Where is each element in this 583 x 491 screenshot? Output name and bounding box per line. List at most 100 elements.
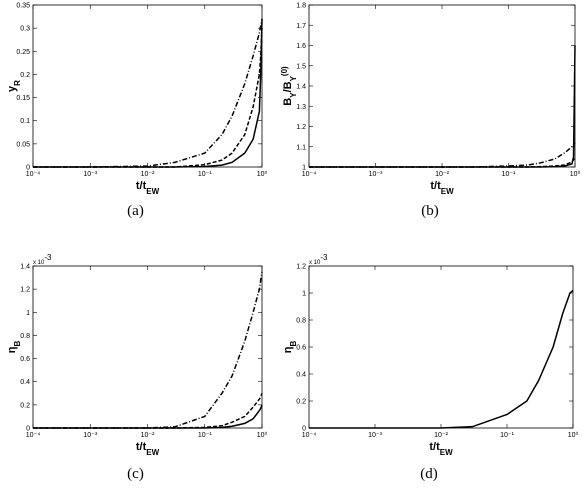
y-axis-label-part: B bbox=[13, 341, 22, 347]
axis-multiplier: x 10-3 bbox=[33, 253, 52, 267]
y-tick-label: 0 bbox=[26, 165, 30, 172]
x-tick-label: 10⁻² bbox=[435, 171, 449, 178]
y-tick-label: 0.4 bbox=[296, 372, 306, 379]
y-axis-label-part: R bbox=[13, 80, 22, 86]
x-axis-label-part: t/t bbox=[430, 180, 441, 192]
y-tick-label: 0.25 bbox=[16, 49, 30, 56]
axis-multiplier-part: -3 bbox=[320, 253, 328, 262]
y-tick-label: 0.6 bbox=[20, 356, 30, 363]
y-axis-label-part: B bbox=[282, 98, 294, 106]
x-tick-label: 10⁻¹ bbox=[198, 171, 212, 178]
x-tick-label: 10⁻² bbox=[141, 432, 155, 439]
y-tick-label: 1 bbox=[302, 165, 306, 172]
y-tick-label: 0.05 bbox=[16, 141, 30, 148]
y-axis-label-part: Y bbox=[289, 92, 298, 98]
y-axis-label: ηB bbox=[282, 341, 298, 354]
y-axis-label-part: /B bbox=[282, 81, 294, 92]
y-tick-label: 1 bbox=[302, 291, 306, 298]
y-axis-label: BY/BY(0) bbox=[280, 66, 298, 106]
x-axis-label-part: EW bbox=[146, 448, 159, 457]
y-tick-label: 0.15 bbox=[16, 95, 30, 102]
y-axis-label-part: B bbox=[289, 341, 298, 347]
series-line bbox=[309, 142, 576, 168]
series-line bbox=[309, 289, 574, 429]
x-tick-label: 10⁻⁴ bbox=[302, 171, 317, 178]
x-tick-label: 10⁰ bbox=[568, 431, 579, 439]
panel-caption: (b) bbox=[421, 203, 439, 219]
y-tick-label: 1 bbox=[26, 310, 30, 317]
y-tick-label: 0.4 bbox=[20, 379, 30, 386]
x-axis-label-part: t/t bbox=[429, 441, 440, 453]
series-line bbox=[309, 45, 576, 168]
y-tick-label: 0 bbox=[26, 426, 30, 433]
y-tick-label: 0.8 bbox=[20, 333, 30, 340]
axis-multiplier: x 10-3 bbox=[309, 253, 328, 267]
y-tick-label: 1.8 bbox=[296, 3, 306, 10]
plot-frame bbox=[32, 4, 263, 168]
x-tick-label: 10⁰ bbox=[570, 170, 581, 178]
x-axis-label-part: t/t bbox=[136, 441, 147, 453]
x-tick-label: 10⁻¹ bbox=[502, 171, 516, 178]
y-tick-label: 1.4 bbox=[20, 264, 30, 271]
x-tick-label: 10⁰ bbox=[257, 170, 268, 178]
x-tick-label: 10⁰ bbox=[257, 431, 268, 439]
panel-caption: (c) bbox=[127, 466, 144, 482]
y-tick-label: 1.6 bbox=[296, 43, 306, 50]
panel-caption: (d) bbox=[420, 466, 438, 482]
y-axis-label-part: (0) bbox=[280, 66, 289, 76]
plot-frame bbox=[32, 265, 263, 429]
series-line bbox=[33, 18, 263, 168]
y-tick-label: 0.3 bbox=[20, 26, 30, 33]
series-line bbox=[33, 393, 263, 429]
x-tick-label: 10⁻³ bbox=[83, 432, 97, 439]
axis-multiplier-part: -3 bbox=[44, 253, 52, 262]
y-tick-label: 0.2 bbox=[20, 72, 30, 79]
y-tick-label: 1.2 bbox=[20, 287, 30, 294]
x-tick-label: 10⁻³ bbox=[83, 171, 97, 178]
x-tick-label: 10⁻¹ bbox=[500, 432, 514, 439]
y-tick-label: 1.7 bbox=[296, 23, 306, 30]
series-line bbox=[33, 18, 263, 168]
y-tick-label: 0.8 bbox=[296, 318, 306, 325]
y-tick-label: 1.3 bbox=[296, 104, 306, 111]
y-tick-label: 0.2 bbox=[296, 399, 306, 406]
y-tick-label: 1.1 bbox=[296, 144, 306, 151]
y-tick-label: 0.1 bbox=[20, 118, 30, 125]
x-axis-label: t/tEW bbox=[136, 180, 160, 196]
x-tick-label: 10⁻² bbox=[141, 171, 155, 178]
y-tick-label: 0.35 bbox=[16, 3, 30, 10]
x-axis-label-part: t/t bbox=[136, 180, 147, 192]
x-tick-label: 10⁻⁴ bbox=[26, 171, 41, 178]
y-tick-label: 1.2 bbox=[296, 124, 306, 131]
x-tick-label: 10⁻⁴ bbox=[26, 432, 41, 439]
x-tick-label: 10⁻⁴ bbox=[302, 432, 317, 439]
y-tick-label: 1.5 bbox=[296, 63, 306, 70]
plot-frame bbox=[308, 265, 574, 429]
x-tick-label: 10⁻² bbox=[434, 432, 448, 439]
y-tick-label: 1.4 bbox=[296, 84, 306, 91]
axis-multiplier-part: x 10 bbox=[309, 260, 321, 266]
y-axis-label-part: y bbox=[6, 85, 18, 92]
x-tick-label: 10⁻¹ bbox=[198, 432, 212, 439]
x-axis-label: t/tEW bbox=[429, 441, 453, 457]
x-axis-label: t/tEW bbox=[136, 441, 160, 457]
x-axis-label-part: EW bbox=[146, 187, 159, 196]
x-tick-label: 10⁻³ bbox=[369, 171, 383, 178]
y-axis-label-part: η bbox=[282, 346, 294, 353]
plot-frame bbox=[308, 4, 576, 168]
y-axis-label: ηB bbox=[6, 341, 22, 354]
axis-multiplier-part: x 10 bbox=[33, 260, 45, 266]
y-axis-label-part: η bbox=[6, 346, 18, 353]
y-axis-label: yR bbox=[6, 80, 22, 92]
x-tick-label: 10⁻³ bbox=[368, 432, 382, 439]
x-axis-label-part: EW bbox=[441, 187, 454, 196]
y-tick-label: 0.2 bbox=[20, 402, 30, 409]
series-line bbox=[33, 28, 263, 168]
y-tick-label: 1.2 bbox=[296, 264, 306, 271]
y-tick-label: 0 bbox=[302, 426, 306, 433]
y-axis-label-part: Y bbox=[289, 75, 298, 81]
panel-caption: (a) bbox=[127, 203, 144, 219]
y-tick-label: 0.6 bbox=[296, 345, 306, 352]
x-axis-label-part: EW bbox=[440, 448, 453, 457]
